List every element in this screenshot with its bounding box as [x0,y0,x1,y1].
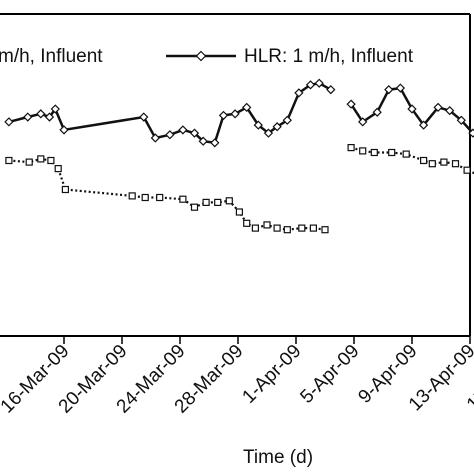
series-0-point-0-2 [36,109,46,119]
legend-label-influent: m/h, Influent [0,46,103,67]
series-0-point-0-7 [150,133,160,143]
series-1-point-0-0 [5,156,13,165]
series-0-point-0-8 [165,130,175,140]
series-1-point-0-10 [190,203,199,211]
series-0-point-0-6 [139,112,149,122]
series-1-point-0-14 [235,208,243,216]
series-0-point-0-20 [294,88,304,98]
series-1-point-1-1 [359,147,367,155]
series-1-point-0-9 [179,195,187,203]
plot-frame [0,13,471,337]
series-1-point-0-13 [225,197,233,205]
series-0-point-0-9 [178,125,188,135]
series-1-point-0-5 [61,185,70,194]
series-0-point-1-2 [372,107,382,117]
series-1-point-1-4 [402,150,410,158]
series-0-point-1-8 [445,105,455,116]
series-0-point-0-23 [326,85,336,95]
series-0-point-0-4 [50,104,60,114]
series-0-point-0-17 [263,128,274,138]
series-1-point-1-9 [463,166,471,174]
series-0-point-0-12 [210,138,220,148]
series-1-point-0-7 [141,193,149,202]
series-0-point-1-4 [395,83,406,93]
series-0-point-0-22 [314,78,324,88]
legend-label-hlr: HLR: 1 m/h, Influent [244,46,414,67]
series-1-point-0-1 [25,158,33,166]
series-0-point-0-11 [198,136,208,146]
data-layer [4,78,474,234]
series-0-point-0-0 [4,117,14,127]
series-0-point-1-3 [384,85,394,95]
series-1-point-0-20 [298,224,306,232]
series-1-point-1-2 [370,148,378,157]
series-0-point-1-9 [456,115,466,125]
series-0-point-0-1 [23,112,33,122]
series-0-point-0-5 [59,125,69,135]
series-0-point-0-14 [230,109,240,119]
series-1-point-0-16 [251,224,259,232]
series-1-point-1-0 [347,144,355,152]
series-1-point-1-3 [388,148,396,157]
series-1-point-0-2 [37,155,45,163]
series-1-point-0-15 [243,219,251,227]
series-1-point-0-12 [214,198,222,206]
series-1-point-0-18 [273,224,281,232]
series-0-point-0-13 [218,110,229,121]
series-1-point-0-22 [321,226,329,234]
series-0-point-0-15 [242,102,252,113]
x-tick-layer: 16-Mar-0920-Mar-0924-Mar-0928-Mar-091-Ap… [0,336,474,418]
legend: m/h, Influent HLR: 1 m/h, Influent [0,46,414,67]
series-0-point-0-21 [305,80,316,90]
series-1-point-0-4 [54,165,62,173]
series-0-point-1-7 [433,102,443,113]
legend-marker-diamond [195,50,207,62]
x-axis-title: Time (d) [243,447,313,468]
series-0-point-0-3 [44,112,55,122]
series-1-line-1 [350,146,474,175]
series-0-point-0-10 [189,128,200,138]
series-1-point-0-3 [47,156,55,165]
series-1-point-1-8 [451,160,460,168]
series-1-point-0-11 [202,198,210,206]
series-1-point-1-6 [428,160,436,168]
series-1-point-0-17 [263,221,271,229]
series-1-point-0-21 [309,224,317,232]
series-0-point-1-10 [468,128,474,138]
series-0-point-1-5 [407,104,417,114]
series-0-point-0-19 [282,115,292,125]
series-0-point-1-1 [358,117,368,127]
series-0-point-1-6 [418,120,429,130]
series-1-point-0-6 [128,192,136,200]
x-tick-label-4: 1-Apr-09 [238,341,305,408]
series-0-line-1 [350,86,474,137]
series-0-point-0-18 [272,122,282,132]
series-0-point-0-16 [253,120,263,130]
series-0-point-1-0 [346,99,356,109]
series-1-point-1-7 [440,158,448,166]
series-1-point-0-8 [156,193,164,202]
x-tick-label-5: 5-Apr-09 [296,341,363,408]
series-1-point-0-19 [283,226,291,234]
series-1-point-1-5 [420,156,428,165]
